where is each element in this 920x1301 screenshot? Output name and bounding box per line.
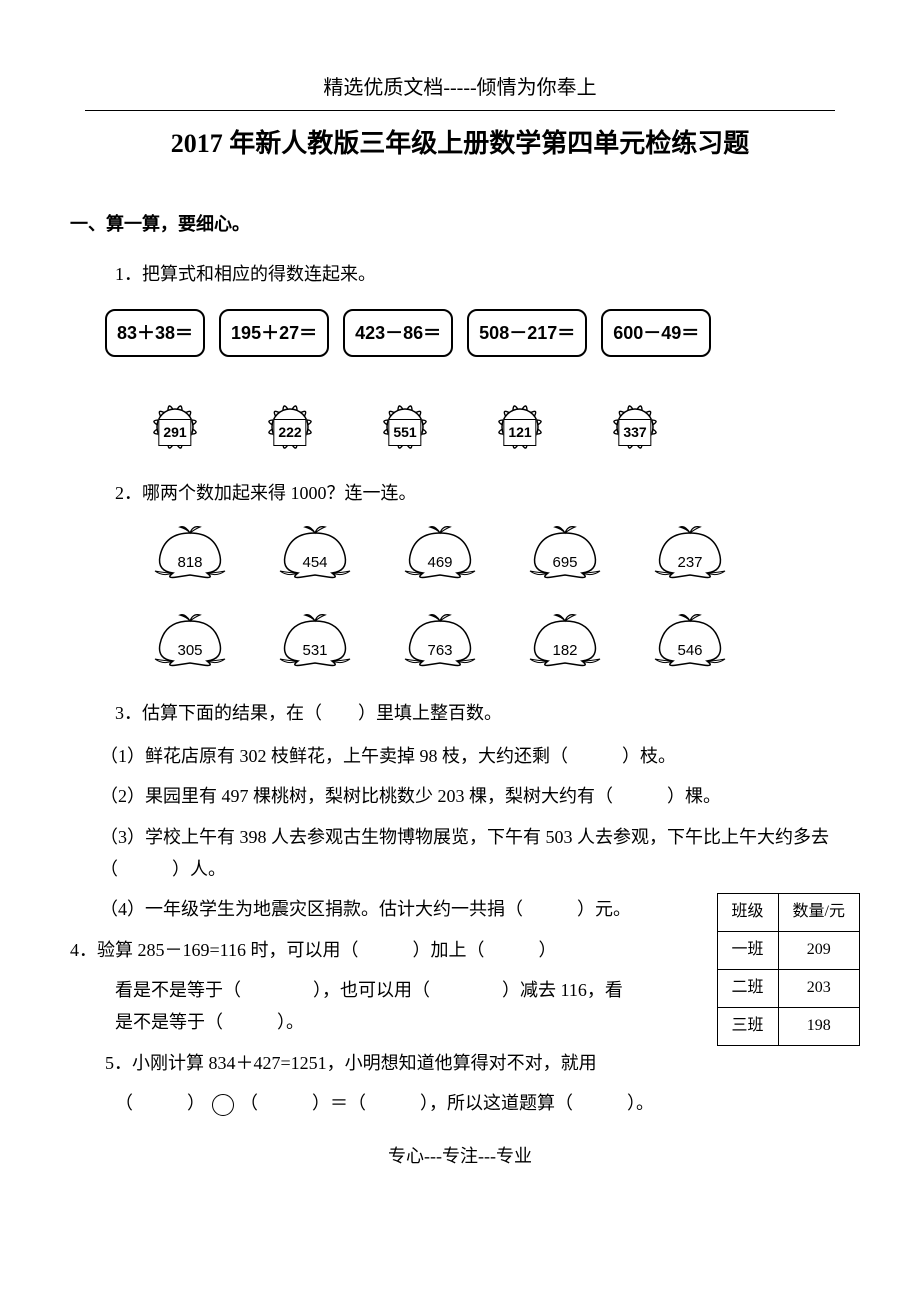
flower-icon: 121 <box>490 397 550 457</box>
circle-operator-icon <box>212 1094 234 1116</box>
page-footer: 专心---专注---专业 <box>85 1140 835 1172</box>
q5-line2: （ ） （ ）＝（ ），所以这道题算（ ）。 <box>115 1087 835 1119</box>
q3-2: （2）果园里有 497 棵桃树，梨树比桃数少 203 棵，梨树大约有（ ）棵。 <box>100 780 835 812</box>
persimmon-label: 763 <box>427 637 452 664</box>
equation-box: 195＋27＝ <box>219 309 329 357</box>
equation-box: 508－217＝ <box>467 309 587 357</box>
flower-label: 551 <box>388 419 421 446</box>
equation-box: 600－49＝ <box>601 309 711 357</box>
q1-label: 1．把算式和相应的得数连起来。 <box>115 258 835 290</box>
q3-4: （4）一年级学生为地震灾区捐款。估计大约一共捐（ ）元。 <box>100 893 635 925</box>
flower-icon: 337 <box>605 397 665 457</box>
equation-box: 423－86＝ <box>343 309 453 357</box>
persimmon-label: 237 <box>677 549 702 576</box>
persimmon-icon: 454 <box>270 521 360 581</box>
page-header: 精选优质文档-----倾情为你奉上 <box>85 70 835 111</box>
q3-3: （3）学校上午有 398 人去参观古生物博物展览，下午有 503 人去参观，下午… <box>100 821 835 886</box>
equation-box: 83＋38＝ <box>105 309 205 357</box>
persimmon-label: 818 <box>177 549 202 576</box>
q2-label: 2．哪两个数加起来得 1000？连一连。 <box>115 477 835 509</box>
persimmon-icon: 695 <box>520 521 610 581</box>
persimmon-row-bottom: 305 531 763 182 546 <box>145 609 835 669</box>
persimmon-icon: 546 <box>645 609 735 669</box>
q5-blank-b: （ ）＝（ ），所以这道题算（ ）。 <box>240 1093 654 1113</box>
persimmon-label: 695 <box>552 549 577 576</box>
table-cell: 三班 <box>717 1007 778 1045</box>
persimmon-icon: 469 <box>395 521 485 581</box>
persimmon-icon: 531 <box>270 609 360 669</box>
flower-label: 291 <box>158 419 191 446</box>
persimmon-icon: 237 <box>645 521 735 581</box>
persimmon-label: 469 <box>427 549 452 576</box>
table-row: 二班 203 <box>717 969 859 1007</box>
q5-blank-a: （ ） <box>115 1093 205 1113</box>
persimmon-icon: 763 <box>395 609 485 669</box>
flower-label: 121 <box>503 419 536 446</box>
table-cell: 二班 <box>717 969 778 1007</box>
q3-4-wrap: （4）一年级学生为地震灾区捐款。估计大约一共捐（ ）元。 4．验算 285－16… <box>85 893 835 1039</box>
table-row: 一班 209 <box>717 932 859 970</box>
page-title: 2017 年新人教版三年级上册数学第四单元检练习题 <box>85 121 835 168</box>
flower-label: 222 <box>273 419 306 446</box>
table-h1: 班级 <box>717 894 778 932</box>
flower-icon: 291 <box>145 397 205 457</box>
persimmon-label: 305 <box>177 637 202 664</box>
flower-label: 337 <box>618 419 651 446</box>
table-cell: 209 <box>778 932 859 970</box>
table-h2: 数量/元 <box>778 894 859 932</box>
table-cell: 198 <box>778 1007 859 1045</box>
q4-line2: 看是不是等于（ ），也可以用（ ）减去 116，看是不是等于（ ）。 <box>115 974 635 1039</box>
flower-icon: 222 <box>260 397 320 457</box>
table-row: 三班 198 <box>717 1007 859 1045</box>
persimmon-label: 182 <box>552 637 577 664</box>
persimmon-label: 531 <box>302 637 327 664</box>
persimmon-label: 546 <box>677 637 702 664</box>
flower-icon: 551 <box>375 397 435 457</box>
q3-label: 3．估算下面的结果，在（ ）里填上整百数。 <box>115 697 835 729</box>
persimmon-icon: 182 <box>520 609 610 669</box>
q5-label: 5．小刚计算 834＋427=1251，小明想知道他算得对不对，就用 <box>105 1047 835 1079</box>
flower-row: 291 222 551 121 337 <box>145 397 835 457</box>
equation-row: 83＋38＝ 195＋27＝ 423－86＝ 508－217＝ 600－49＝ <box>105 309 835 357</box>
q3-1: （1）鲜花店原有 302 枝鲜花，上午卖掉 98 枝，大约还剩（ ）枝。 <box>100 740 835 772</box>
table-header: 班级 数量/元 <box>717 894 859 932</box>
table-cell: 一班 <box>717 932 778 970</box>
section-1-heading: 一、算一算，要细心。 <box>70 208 835 240</box>
q4-label: 4．验算 285－169=116 时，可以用（ ）加上（ ） <box>70 934 635 966</box>
persimmon-icon: 818 <box>145 521 235 581</box>
persimmon-row-top: 818 454 469 695 237 <box>145 521 835 581</box>
persimmon-icon: 305 <box>145 609 235 669</box>
persimmon-label: 454 <box>302 549 327 576</box>
table-cell: 203 <box>778 969 859 1007</box>
donation-table: 班级 数量/元 一班 209 二班 203 三班 198 <box>717 893 860 1045</box>
